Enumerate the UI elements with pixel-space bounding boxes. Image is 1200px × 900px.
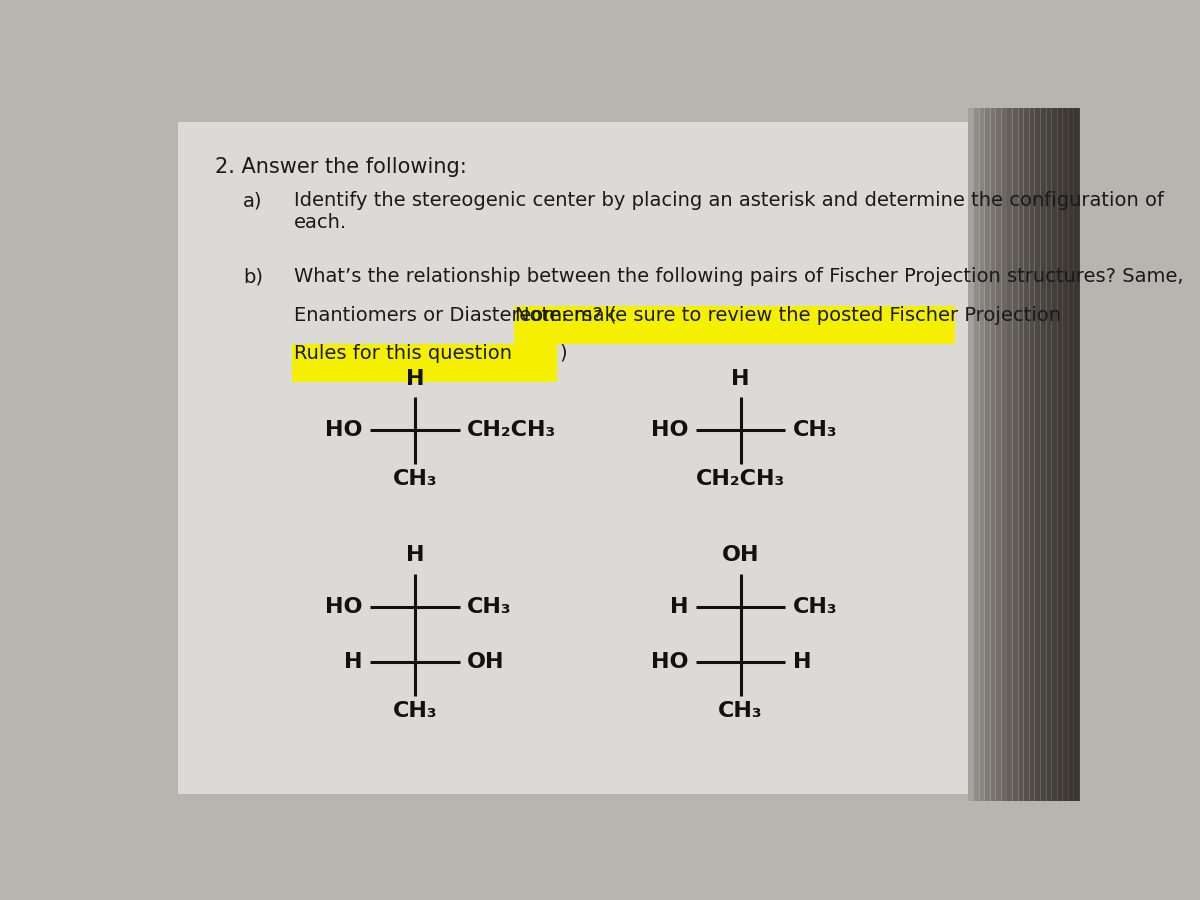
Text: HO: HO — [325, 597, 362, 617]
Text: CH₃: CH₃ — [392, 469, 437, 489]
Bar — [1074, 108, 1085, 801]
Bar — [1019, 108, 1028, 801]
Bar — [293, 344, 557, 382]
Bar — [1024, 108, 1034, 801]
Bar — [1052, 108, 1062, 801]
Text: CH₃: CH₃ — [719, 701, 763, 721]
Bar — [1030, 108, 1040, 801]
Bar — [979, 108, 990, 801]
Bar — [985, 108, 995, 801]
Text: HO: HO — [650, 420, 689, 440]
Bar — [1002, 108, 1012, 801]
Text: HO: HO — [325, 420, 362, 440]
Text: CH₃: CH₃ — [793, 597, 838, 617]
Text: CH₂CH₃: CH₂CH₃ — [467, 420, 557, 440]
Bar — [1008, 108, 1018, 801]
Bar — [514, 305, 955, 344]
Text: CH₃: CH₃ — [392, 701, 437, 721]
Bar — [1013, 108, 1024, 801]
Text: Rules for this question: Rules for this question — [294, 344, 512, 363]
Bar — [974, 108, 984, 801]
Bar — [968, 108, 979, 801]
Text: H: H — [670, 597, 689, 617]
Text: 2. Answer the following:: 2. Answer the following: — [215, 157, 467, 176]
Text: ): ) — [559, 344, 566, 363]
Text: H: H — [406, 369, 425, 389]
Text: OH: OH — [722, 545, 760, 565]
Text: OH: OH — [467, 652, 505, 672]
Bar — [1036, 108, 1045, 801]
Text: H: H — [731, 369, 750, 389]
Bar — [1069, 108, 1079, 801]
Bar — [996, 108, 1007, 801]
Text: a): a) — [242, 191, 263, 211]
Text: H: H — [793, 652, 811, 672]
Text: H: H — [344, 652, 362, 672]
Text: b): b) — [242, 267, 263, 286]
Text: Enantiomers or Diastereomers? (: Enantiomers or Diastereomers? ( — [294, 305, 617, 325]
Text: HO: HO — [650, 652, 689, 672]
Bar — [1057, 108, 1068, 801]
Bar — [991, 108, 1001, 801]
Text: CH₂CH₃: CH₂CH₃ — [696, 469, 785, 489]
Bar — [1040, 108, 1051, 801]
Text: Note: make sure to review the posted Fischer Projection: Note: make sure to review the posted Fis… — [516, 305, 1062, 325]
Text: H: H — [406, 545, 425, 565]
Text: CH₃: CH₃ — [793, 420, 838, 440]
Bar — [1063, 108, 1074, 801]
Text: Identify the stereogenic center by placing an asterisk and determine the configu: Identify the stereogenic center by placi… — [294, 191, 1164, 232]
Bar — [1046, 108, 1057, 801]
Text: CH₃: CH₃ — [467, 597, 511, 617]
Bar — [178, 122, 968, 794]
Text: What’s the relationship between the following pairs of Fischer Projection struct: What’s the relationship between the foll… — [294, 267, 1183, 286]
